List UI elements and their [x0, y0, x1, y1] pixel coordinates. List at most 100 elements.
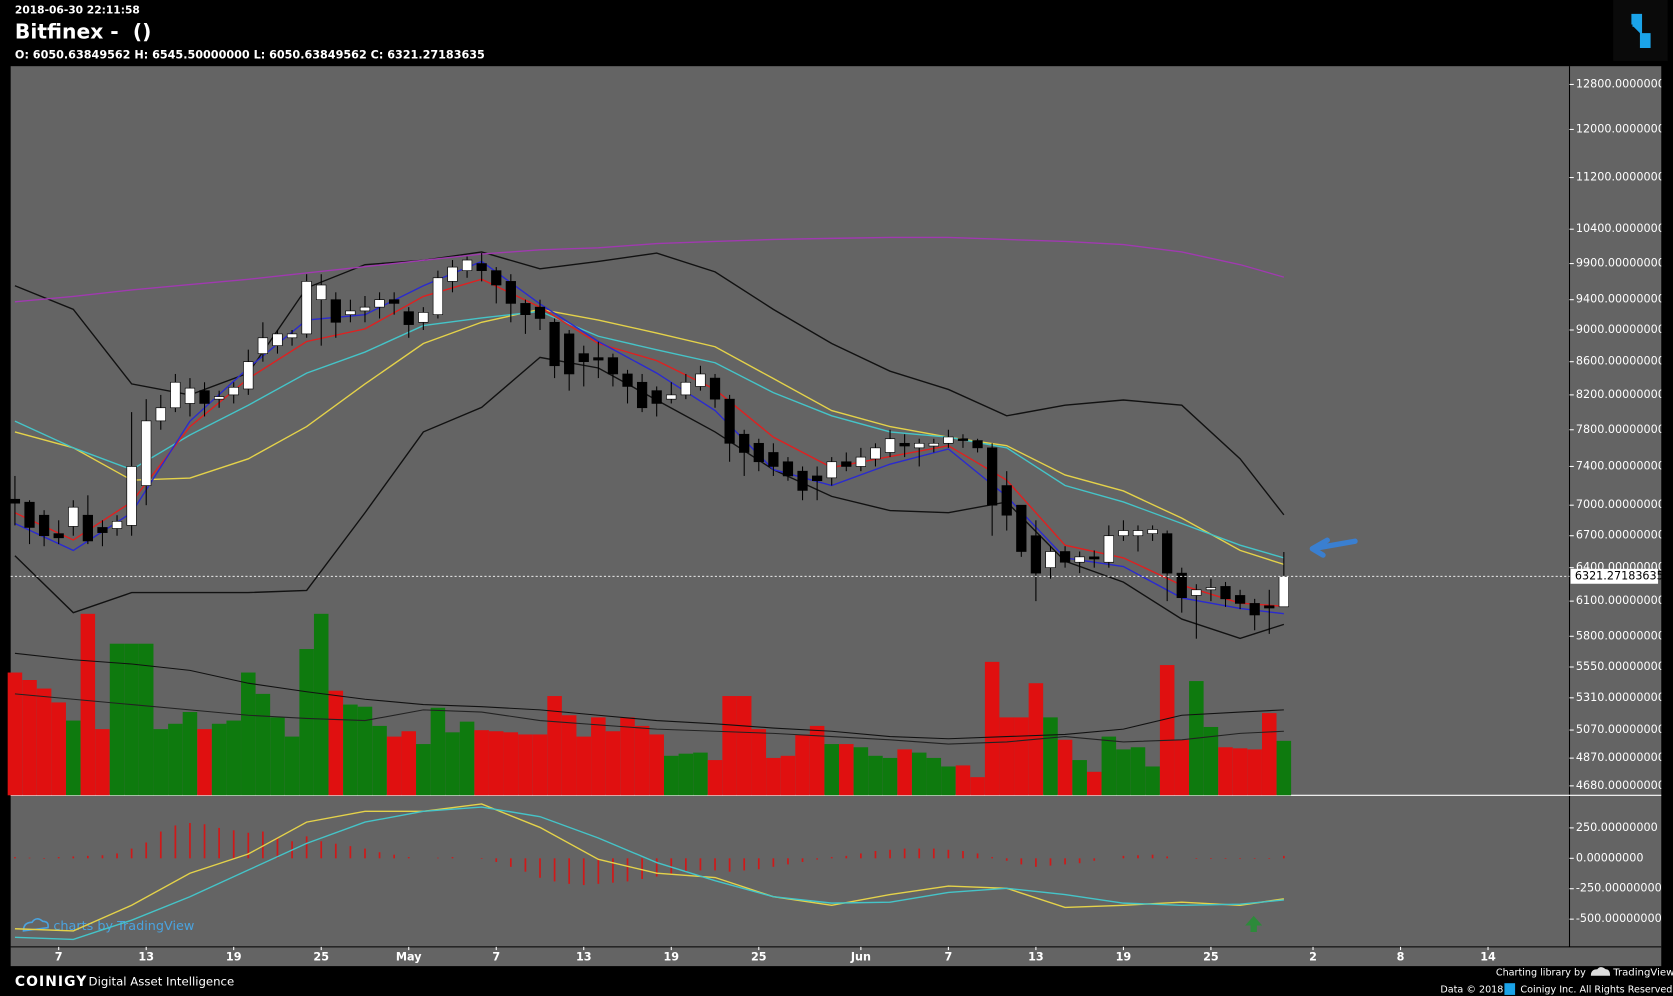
candle-body — [1118, 530, 1129, 537]
candle-body — [1089, 556, 1100, 560]
candle-body — [491, 270, 502, 286]
candle-body — [899, 442, 910, 447]
candle-body — [141, 420, 152, 486]
candle-body — [68, 506, 79, 527]
x-tick-label: 25 — [313, 951, 329, 964]
volume-bar — [999, 717, 1014, 796]
candle-body — [1016, 504, 1027, 552]
volume-bar — [401, 731, 416, 796]
volume-bar — [736, 696, 752, 796]
indicator-line — [14, 308, 1285, 566]
rights: Coinigy Inc. All Rights Reserved. — [1520, 985, 1673, 996]
indicator-line — [14, 251, 1285, 516]
candle-body — [797, 470, 808, 491]
signal-arrow — [1245, 915, 1263, 932]
volume-bar — [226, 720, 241, 796]
candle-body — [593, 357, 604, 361]
y-tick-label: 5550.00000000 — [1576, 660, 1665, 673]
volume-bar — [1203, 726, 1219, 796]
last-price-label: 6321.27183635 — [1575, 569, 1664, 582]
candle-body — [578, 353, 589, 363]
volume-bar — [124, 643, 139, 796]
candle-body — [884, 438, 896, 453]
candle-body — [214, 396, 225, 400]
volume-bar — [197, 729, 212, 796]
volume-bar — [970, 777, 985, 796]
candle-body — [841, 461, 852, 467]
y-tick-label: 6100.00000000 — [1576, 594, 1665, 607]
candle-body — [301, 281, 312, 335]
candle-body — [374, 299, 385, 308]
candle-body — [709, 377, 721, 400]
volume-bar — [707, 760, 723, 796]
candle-body — [243, 361, 254, 390]
volume-bar — [474, 730, 489, 796]
y-tick-label: 5310.00000000 — [1576, 691, 1665, 704]
candle-body — [987, 447, 998, 506]
volume-bar — [984, 661, 1000, 796]
y-tick-label: 250.00000000 — [1576, 821, 1658, 834]
x-tick-label: 13 — [576, 951, 592, 964]
x-tick-label: 7 — [492, 951, 500, 964]
x-tick-label: 19 — [226, 951, 242, 964]
x-tick-label: 2 — [1309, 951, 1317, 964]
candle-body — [126, 466, 137, 526]
candle-body — [170, 381, 181, 409]
candle-body — [680, 381, 691, 396]
volume-bar — [1145, 766, 1160, 796]
volume-bar — [7, 672, 23, 796]
y-tick-label: 10400.00000000 — [1576, 222, 1672, 235]
candle-body — [1191, 589, 1202, 596]
candle-body — [184, 387, 196, 404]
volume-bar — [66, 720, 81, 796]
volume-bar — [416, 744, 431, 796]
candle-body — [914, 442, 925, 449]
candle-body — [943, 436, 954, 444]
candle-body — [1045, 551, 1056, 568]
candle-body — [812, 475, 823, 482]
candle-body — [1220, 586, 1231, 600]
y-tick-label: 7800.00000000 — [1576, 423, 1665, 436]
volume-bar — [211, 723, 227, 796]
x-tick-label: 25 — [1203, 951, 1219, 964]
library-icon — [1590, 967, 1611, 976]
candle-body — [97, 527, 108, 533]
candle-body — [111, 520, 123, 529]
y-tick-label: 12800.00000000 — [1576, 77, 1672, 90]
candle-body — [928, 442, 939, 447]
y-tick-label: 0.00000000 — [1576, 851, 1644, 864]
macd-line — [14, 806, 1284, 941]
y-tick-label: 11200.00000000 — [1576, 171, 1672, 184]
volume-bar — [503, 732, 519, 796]
volume-bar — [634, 725, 650, 796]
volume-bar — [1159, 665, 1175, 796]
candle-body — [257, 337, 269, 354]
y-tick-label: 8200.00000000 — [1576, 388, 1665, 401]
volume-bar — [780, 755, 796, 796]
tagline: Digital Asset Intelligence — [89, 975, 235, 989]
candle-body — [403, 311, 414, 325]
candle-body — [855, 456, 867, 467]
candle-body — [1176, 572, 1187, 599]
volume-bar — [1057, 739, 1073, 796]
volume-bar — [722, 696, 737, 796]
candle-body — [461, 259, 473, 271]
candle-body — [636, 381, 648, 409]
candle-body — [82, 514, 93, 542]
y-tick-label: 7000.00000000 — [1576, 498, 1665, 511]
candle-body — [957, 438, 969, 441]
indicator-line — [14, 310, 1285, 559]
volume-average — [14, 693, 1284, 745]
candle-body — [520, 303, 531, 315]
candle-body — [1001, 485, 1012, 516]
volume-bar — [518, 734, 533, 796]
candle-body — [1278, 575, 1289, 608]
volume-bar — [95, 729, 110, 796]
y-tick-label: 5070.00000000 — [1576, 723, 1665, 736]
volume-bar — [255, 693, 271, 796]
logo — [1631, 13, 1651, 49]
y-tick-label: 9000.00000000 — [1576, 323, 1665, 336]
candle-body — [1103, 535, 1114, 563]
volume-bar — [955, 765, 971, 796]
